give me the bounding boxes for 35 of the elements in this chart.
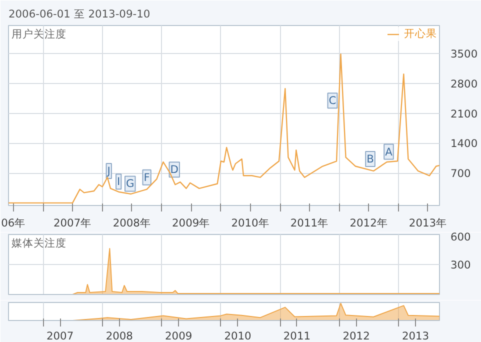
- y-tick-label: 300: [450, 258, 472, 272]
- x-tick-label: 2010: [224, 330, 252, 342]
- x-tick-label: 2013年: [408, 216, 448, 230]
- y-axis-title: 媒体关注度: [12, 236, 66, 250]
- x-tick-label: 2012年: [350, 216, 388, 230]
- chart-title: 2006-06-01 至 2013-09-10: [8, 8, 150, 20]
- x-tick-label: 2012: [342, 330, 370, 342]
- annotation: A: [385, 145, 394, 158]
- x-tick-label: 2008年: [112, 216, 151, 230]
- annotation: G: [126, 177, 134, 190]
- x-tick-label: 2009: [165, 330, 192, 342]
- annotation: C: [328, 94, 336, 108]
- line-series: [8, 53, 440, 204]
- y-tick-label: 2800: [450, 78, 478, 91]
- y-tick-label: 700: [450, 167, 472, 180]
- x-tick-label: 06年: [1, 216, 26, 230]
- legend-label: 开心果: [404, 27, 437, 41]
- annotation: D: [170, 163, 178, 176]
- x-tick-label: 2010年: [231, 216, 270, 230]
- y-axis-title: 用户关注度: [12, 28, 66, 40]
- annotation: F: [144, 170, 150, 184]
- y-tick-label: 1400: [450, 137, 478, 150]
- annotation: J: [106, 164, 110, 178]
- annotation: B: [366, 152, 374, 166]
- x-tick-label: 2007: [46, 330, 74, 342]
- y-tick-label: 600: [450, 230, 472, 244]
- x-tick-label: 2011: [283, 330, 311, 342]
- x-tick-label: 2013: [402, 330, 430, 342]
- annotation: I: [117, 175, 120, 188]
- y-tick-label: 3500: [450, 48, 478, 61]
- x-tick-label: 2007年: [53, 216, 92, 230]
- x-tick-label: 2011年: [290, 216, 329, 230]
- x-tick-label: 2008: [106, 330, 134, 342]
- y-tick-label: 2100: [450, 107, 478, 120]
- x-tick-label: 2009年: [172, 216, 210, 230]
